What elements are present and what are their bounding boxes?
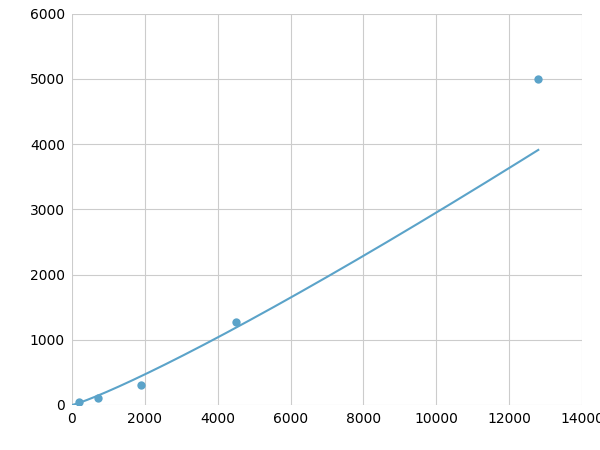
Point xyxy=(533,75,543,82)
Point xyxy=(92,395,102,402)
Point xyxy=(231,319,241,326)
Point xyxy=(74,398,84,405)
Point xyxy=(136,381,146,388)
